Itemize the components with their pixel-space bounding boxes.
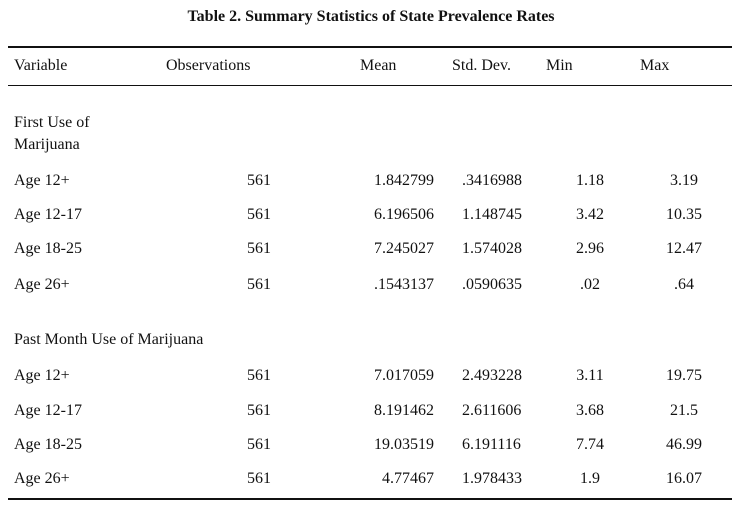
header-min: Min: [546, 57, 573, 74]
table-row-obs: 561: [247, 206, 271, 223]
table-row-variable: Age 18-25: [14, 240, 82, 257]
table-row-obs: 561: [247, 436, 271, 453]
table-row-std: 2.493228: [462, 367, 522, 384]
table-row-mean: 7.017059: [374, 367, 434, 384]
table-row-std: 6.191116: [462, 436, 521, 453]
table-row-mean: 1.842799: [374, 172, 434, 189]
table-title: Table 2. Summary Statistics of State Pre…: [187, 8, 555, 25]
table-row-variable: Age 12-17: [14, 402, 82, 419]
table-row-min: 3.11: [576, 367, 604, 384]
table-row-mean: .1543137: [374, 276, 434, 293]
table-row-variable: Age 12-17: [14, 206, 82, 223]
table-row-std: 1.574028: [462, 240, 522, 257]
table-row-mean: 6.196506: [374, 206, 434, 223]
header-std-dev: Std. Dev.: [452, 57, 511, 74]
table-row-min: 2.96: [576, 240, 604, 257]
table-row-max: .64: [674, 276, 694, 293]
top-rule: [8, 46, 732, 48]
section-label-past-month-use: Past Month Use of Marijuana: [14, 331, 204, 348]
section-label-first-use-line1: First Use of: [14, 114, 90, 131]
bottom-rule: [8, 498, 732, 500]
table-row-obs: 561: [247, 276, 271, 293]
table-row-std: 1.978433: [462, 470, 522, 487]
header-mean: Mean: [360, 57, 397, 74]
table-row-max: 21.5: [670, 402, 698, 419]
table-row-max: 10.35: [666, 206, 702, 223]
table-row-std: .3416988: [462, 172, 522, 189]
table-row-std: .0590635: [462, 276, 522, 293]
table-row-min: .02: [580, 276, 600, 293]
table-row-max: 46.99: [666, 436, 702, 453]
table-row-min: 3.42: [576, 206, 604, 223]
table-row-variable: Age 18-25: [14, 436, 82, 453]
table-row-min: 3.68: [576, 402, 604, 419]
table-row-mean: 8.191462: [374, 402, 434, 419]
table-row-mean: 4.77467: [382, 470, 434, 487]
table-row-variable: Age 26+: [14, 470, 70, 487]
table-row-max: 16.07: [666, 470, 702, 487]
table-row-obs: 561: [247, 402, 271, 419]
header-rule: [8, 85, 732, 86]
table-row-max: 12.47: [666, 240, 702, 257]
table-row-obs: 561: [247, 367, 271, 384]
table-row-obs: 561: [247, 240, 271, 257]
table-row-min: 1.9: [580, 470, 600, 487]
table-row-std: 1.148745: [462, 206, 522, 223]
table-row-min: 1.18: [576, 172, 604, 189]
table-row-obs: 561: [247, 470, 271, 487]
table-row-max: 3.19: [670, 172, 698, 189]
table-row-variable: Age 26+: [14, 276, 70, 293]
table-row-mean: 19.03519: [374, 436, 434, 453]
table-row-std: 2.611606: [462, 402, 522, 419]
table-row-mean: 7.245027: [374, 240, 434, 257]
header-observations: Observations: [166, 57, 251, 74]
table-row-variable: Age 12+: [14, 367, 70, 384]
header-max: Max: [640, 57, 670, 74]
table-row-obs: 561: [247, 172, 271, 189]
table-row-variable: Age 12+: [14, 172, 70, 189]
table-row-min: 7.74: [576, 436, 604, 453]
section-label-first-use-line2: Marijuana: [14, 136, 80, 153]
table-row-max: 19.75: [666, 367, 702, 384]
header-variable: Variable: [14, 57, 68, 74]
